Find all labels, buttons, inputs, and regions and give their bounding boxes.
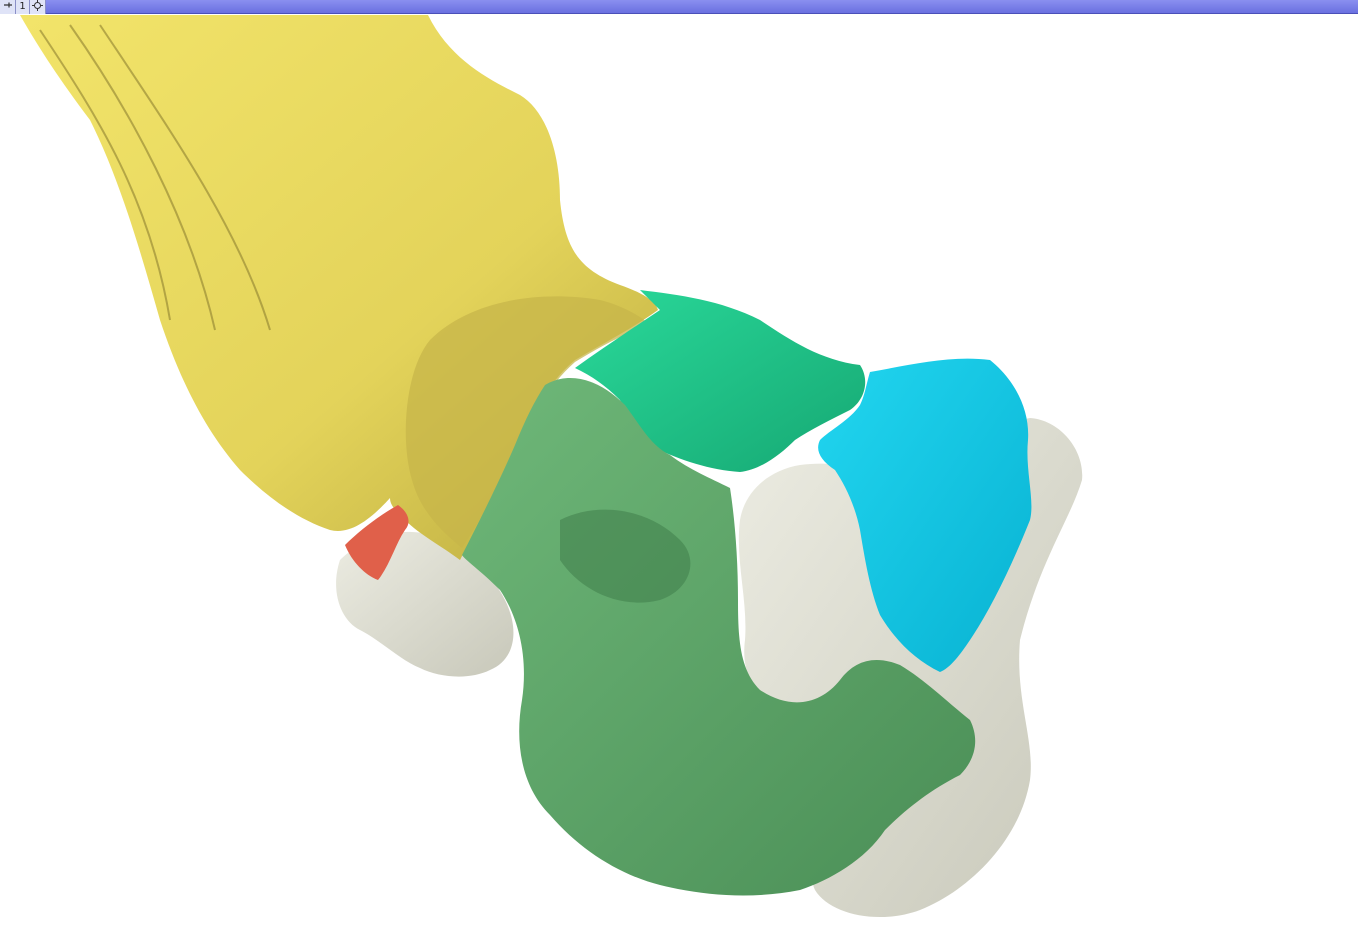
- red-segment: [345, 505, 409, 580]
- pin-button[interactable]: [0, 0, 16, 14]
- pin-icon: [3, 1, 13, 12]
- yellow-ridge: [39, 24, 271, 331]
- crosshair-icon: [32, 0, 43, 14]
- cyan-segment: [818, 358, 1032, 672]
- teal-segment: [575, 290, 866, 472]
- green-segment: [462, 377, 976, 896]
- center-view-button[interactable]: [30, 0, 46, 14]
- segmentation-render: [20, 15, 1083, 918]
- 3d-viewport[interactable]: [0, 15, 1358, 925]
- view-toolbar: 1: [0, 0, 1358, 14]
- green-shadow: [560, 509, 691, 603]
- view-number[interactable]: 1: [16, 0, 30, 14]
